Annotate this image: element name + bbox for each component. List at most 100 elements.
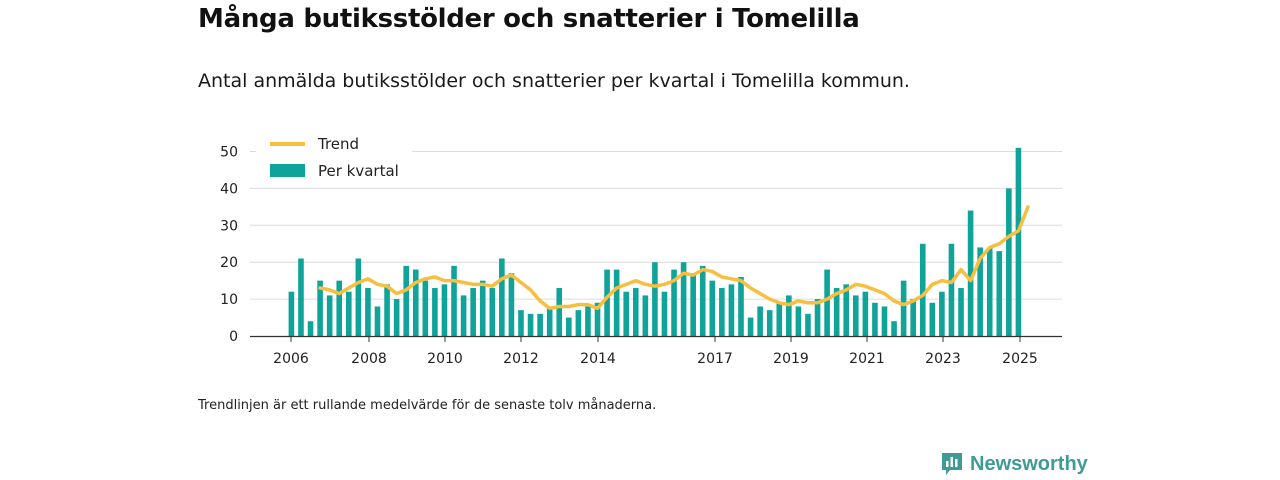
- bar: [881, 306, 888, 336]
- bar: [412, 269, 419, 336]
- y-tick-label: 0: [229, 329, 238, 345]
- bars: [288, 147, 1022, 336]
- bar: [833, 288, 840, 336]
- bar: [795, 306, 802, 336]
- bar: [699, 265, 706, 336]
- bar: [805, 313, 811, 336]
- footnote: Trendlinjen är ett rullande medelvärde f…: [198, 398, 657, 413]
- x-tick-label: 2010: [427, 351, 463, 367]
- bar: [776, 302, 783, 336]
- bar: [432, 288, 438, 336]
- brand-name: Newsworthy: [970, 452, 1088, 475]
- bar: [546, 306, 553, 336]
- bar: [374, 306, 381, 336]
- y-tick-label: 40: [220, 181, 238, 197]
- bar: [680, 262, 687, 336]
- legend-trend-label: Trend: [317, 135, 359, 153]
- bar: [690, 273, 696, 336]
- bar: [671, 269, 677, 336]
- bar: [594, 302, 601, 336]
- x-tick-label: 2025: [1002, 351, 1038, 367]
- bar: [422, 280, 429, 336]
- bar: [661, 291, 668, 336]
- bar: [384, 284, 390, 336]
- legend: Trend Per kvartal: [256, 132, 412, 186]
- bar: [900, 280, 907, 336]
- bar: [393, 299, 400, 336]
- bar: [948, 243, 955, 336]
- legend-bars-swatch: [270, 164, 305, 177]
- y-tick-label: 20: [220, 255, 238, 271]
- x-tick-label: 2019: [773, 351, 809, 367]
- brand-logo: Newsworthy: [940, 450, 1088, 478]
- bar: [652, 262, 658, 336]
- y-tick-label: 10: [220, 292, 238, 308]
- bar: [298, 258, 304, 336]
- x-tick-label: 2012: [503, 351, 539, 367]
- bar: [403, 265, 409, 336]
- x-tick-label: 2023: [925, 351, 961, 367]
- bar: [967, 210, 974, 336]
- bar: [843, 284, 850, 336]
- legend-bars-label: Per kvartal: [318, 162, 399, 180]
- bar: [527, 313, 534, 336]
- bar: [891, 321, 897, 336]
- x-tick-label: 2008: [351, 351, 387, 367]
- bar: [613, 269, 620, 336]
- bar: [719, 288, 725, 336]
- bar: [986, 247, 993, 336]
- bar: [1006, 188, 1012, 336]
- bar: [728, 284, 735, 336]
- x-tick-label: 2006: [273, 351, 309, 367]
- bar: [346, 291, 352, 336]
- bar: [556, 288, 563, 336]
- bar: [365, 288, 371, 336]
- chart-subtitle: Antal anmälda butiksstölder och snatteri…: [198, 70, 910, 92]
- bar: [441, 284, 448, 336]
- bar: [623, 291, 630, 336]
- bar: [642, 295, 649, 336]
- bar: [307, 321, 314, 336]
- bar: [508, 273, 515, 336]
- bar: [977, 247, 983, 336]
- bar: [766, 310, 773, 336]
- x-axis: 2006 2008 2010 2012 2014 2017 2019 2021 2023 2025: [250, 335, 1062, 367]
- trend-line: [318, 205, 1030, 311]
- bar: [460, 295, 467, 336]
- bar: [575, 310, 582, 336]
- bar: [566, 317, 572, 336]
- bar: [709, 280, 716, 336]
- bar: [910, 299, 916, 336]
- x-tick-label: 2017: [697, 351, 733, 367]
- bar: [479, 280, 486, 336]
- y-tick-label: 30: [220, 218, 238, 234]
- x-tick-label: 2014: [580, 351, 616, 367]
- bar: [499, 258, 505, 336]
- bar: [747, 317, 754, 336]
- bar: [288, 291, 295, 336]
- bar: [958, 288, 964, 336]
- bar-line-chart: 0 10 20 30 40 50 2006 2008 2010 2012 2014 2017 2019…: [220, 132, 1062, 367]
- bar: [996, 251, 1003, 336]
- bar: [336, 280, 343, 336]
- bar: [757, 306, 763, 336]
- bar: [852, 295, 859, 336]
- bar: [919, 243, 926, 336]
- bar: [355, 258, 362, 336]
- bar: [786, 295, 792, 336]
- bar: [862, 291, 869, 336]
- bar: [451, 265, 457, 336]
- bar: [814, 299, 821, 336]
- bar: [824, 269, 830, 336]
- bar: [632, 288, 639, 336]
- trend-line-layer: [318, 205, 1030, 311]
- bar: [489, 288, 496, 336]
- bar: [939, 291, 945, 336]
- bar: [604, 269, 610, 336]
- bar: [1015, 147, 1022, 336]
- bar: [317, 280, 323, 336]
- bar: [326, 295, 333, 336]
- bar: [537, 313, 543, 336]
- bar: [585, 306, 591, 336]
- chart-title: Många butiksstölder och snatterier i Tom…: [198, 4, 860, 34]
